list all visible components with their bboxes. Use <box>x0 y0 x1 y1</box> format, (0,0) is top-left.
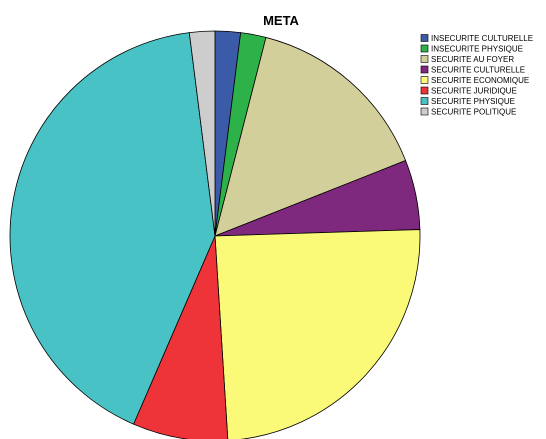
legend-label: SECURITE AU FOYER <box>431 55 514 64</box>
legend-label: SECURITE JURIDIQUE <box>431 87 517 96</box>
legend-swatch <box>420 65 429 74</box>
legend: INSECURITE CULTURELLE INSECURITE PHYSIQUE… <box>420 34 533 117</box>
pie-slice-securite-economique <box>214 229 421 439</box>
pie-slices <box>9 30 421 439</box>
legend-label: SECURITE CULTURELLE <box>431 66 525 75</box>
legend-label: SECURITE POLITIQUE <box>431 108 516 117</box>
chart-title: META <box>263 13 299 28</box>
legend-swatch <box>420 76 429 84</box>
legend-swatch <box>420 55 429 63</box>
legend-label: INSECURITE CULTURELLE <box>431 34 533 43</box>
pie-slice-securite-politique <box>188 30 216 237</box>
legend-label: SECURITE ECONOMIQUE <box>431 76 529 85</box>
pie-slice-securite-au-foyer <box>214 36 407 237</box>
legend-label: INSECURITE PHYSIQUE <box>431 45 523 54</box>
legend-swatch <box>420 86 429 95</box>
legend-label: SECURITE PHYSIQUE <box>431 97 515 106</box>
pie-slice-securite-physique <box>9 32 216 425</box>
legend-swatch <box>420 107 429 116</box>
pie-slice-securite-juridique <box>133 235 229 439</box>
legend-swatch <box>420 34 429 42</box>
legend-swatch <box>420 44 429 53</box>
legend-swatch <box>420 97 429 105</box>
